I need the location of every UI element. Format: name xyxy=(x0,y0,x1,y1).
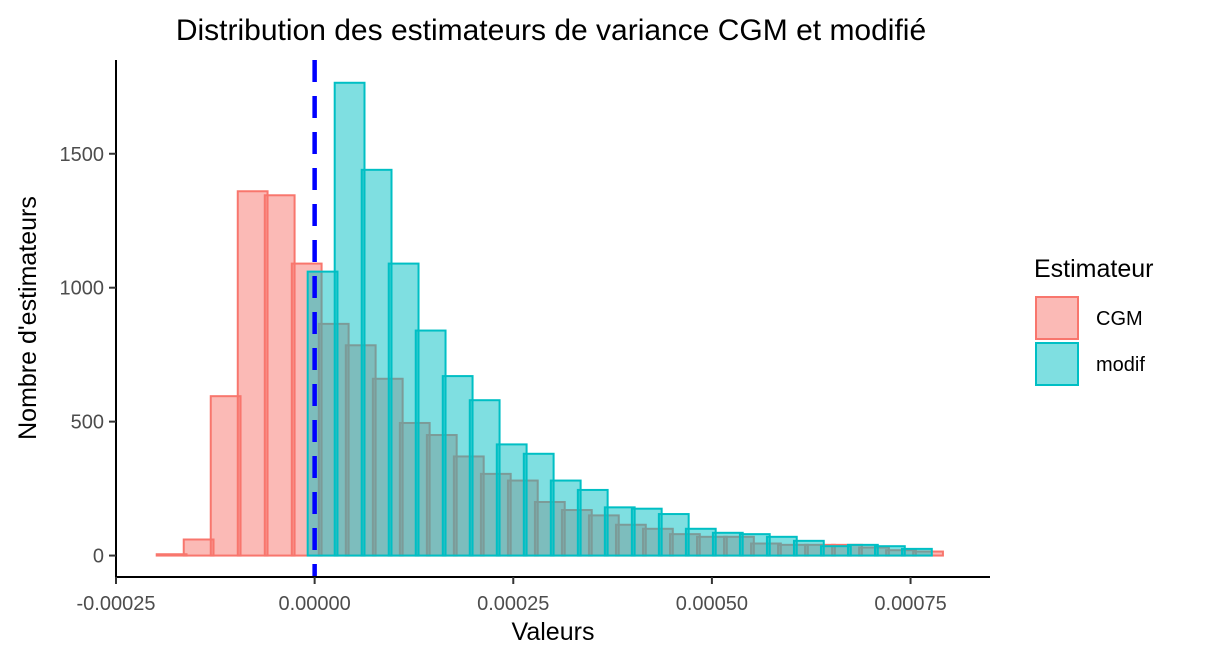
bar-modif-19 xyxy=(819,545,852,557)
bar-modif-14 xyxy=(684,527,717,557)
bar-modif-10 xyxy=(576,488,609,557)
legend-label-cgm: CGM xyxy=(1096,308,1143,330)
bar-modif-3 xyxy=(387,262,420,557)
plot-area: -0.00025 0.00000 0.00025 0.00050 0.00075 0 50… xyxy=(60,60,990,615)
legend-key-cgm xyxy=(1035,296,1079,340)
bar-modif-5 xyxy=(441,375,474,557)
x-axis-ticks: -0.00025 0.00000 0.00025 0.00050 0.00075 xyxy=(77,577,947,615)
legend-key-modif xyxy=(1035,342,1079,386)
bar-modif-20 xyxy=(846,543,879,557)
bar-modif-12 xyxy=(630,507,663,557)
bar-modif-15 xyxy=(711,531,744,557)
bar-cgm-0 xyxy=(155,553,188,557)
bar-cgm-2 xyxy=(209,395,242,557)
y-tick-label: 1000 xyxy=(60,278,105,300)
bar-cgm-3 xyxy=(236,190,269,557)
x-tick-label: 0.00025 xyxy=(477,593,549,615)
x-tick-label: 0.00050 xyxy=(676,593,748,615)
bar-cgm-4 xyxy=(263,194,296,557)
bar-modif-7 xyxy=(495,443,528,557)
bar-modif-11 xyxy=(603,506,636,557)
x-tick-label: 0.00075 xyxy=(874,593,946,615)
x-tick-label: -0.00025 xyxy=(77,593,156,615)
y-axis-title: Nombre d'estimateurs xyxy=(14,196,42,440)
bar-modif-2 xyxy=(360,168,393,557)
y-tick-label: 1500 xyxy=(60,144,105,166)
x-tick-label: 0.00000 xyxy=(278,593,350,615)
bar-modif-4 xyxy=(414,329,447,557)
bar-cgm-1 xyxy=(182,538,215,557)
y-tick-label: 500 xyxy=(71,412,104,434)
bar-modif-1 xyxy=(333,81,366,557)
legend: Estimateur CGM modif xyxy=(1034,255,1153,386)
bar-modif-8 xyxy=(522,452,555,557)
bar-modif-13 xyxy=(657,513,690,557)
bar-modif-22 xyxy=(901,547,933,557)
bar-modif-21 xyxy=(873,545,906,557)
bar-modif-0 xyxy=(306,270,339,557)
bar-modif-18 xyxy=(792,539,825,557)
bar-modif-9 xyxy=(549,479,582,557)
legend-title: Estimateur xyxy=(1034,255,1153,283)
axes xyxy=(115,60,990,578)
legend-label-modif: modif xyxy=(1096,354,1145,376)
x-axis-title: Valeurs xyxy=(512,618,595,646)
bar-modif-17 xyxy=(765,535,798,557)
y-tick-label: 0 xyxy=(93,546,104,568)
series-modif-bars xyxy=(306,81,933,557)
y-axis-ticks: 0 500 1000 1500 xyxy=(60,144,116,568)
chart-title: Distribution des estimateurs de variance… xyxy=(176,14,926,47)
bar-modif-16 xyxy=(738,533,771,557)
bar-modif-6 xyxy=(468,399,501,557)
